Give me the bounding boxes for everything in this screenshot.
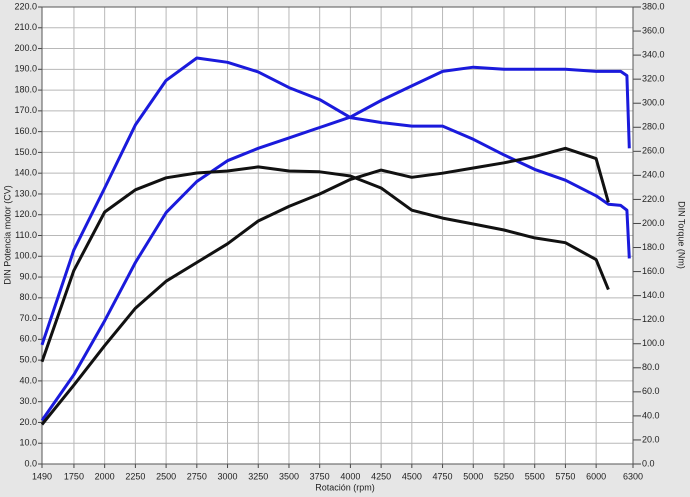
y-tick-label: 160.0 bbox=[14, 126, 37, 136]
y-tick-label: 80.0 bbox=[19, 292, 37, 302]
plot-frame bbox=[41, 6, 634, 465]
y-tick-label: 20.0 bbox=[19, 417, 37, 427]
y2-tick-label: 80.0 bbox=[642, 362, 660, 372]
y-tick-label: 180.0 bbox=[14, 84, 37, 94]
x-tick-label: 1750 bbox=[64, 471, 84, 481]
x-tick-label: 2750 bbox=[187, 471, 207, 481]
y-tick-label: 220.0 bbox=[14, 1, 37, 11]
y-tick-label: 10.0 bbox=[19, 438, 37, 448]
y-tick-label: 50.0 bbox=[19, 355, 37, 365]
y-tick-label: 190.0 bbox=[14, 64, 37, 74]
series-line bbox=[40, 65, 631, 422]
y2-tick-label: 320.0 bbox=[642, 74, 665, 84]
y-tick-label: 200.0 bbox=[14, 43, 37, 53]
y2-tick-label: 140.0 bbox=[642, 290, 665, 300]
y2-tick-label: 340.0 bbox=[642, 49, 665, 59]
y-tick-label: 170.0 bbox=[14, 105, 37, 115]
y-tick-label: 90.0 bbox=[19, 271, 37, 281]
series-line bbox=[40, 146, 610, 426]
y2-axis-label: DIN Torque (Nm) bbox=[677, 201, 687, 269]
y2-tick-label: 180.0 bbox=[642, 242, 665, 252]
x-tick-label: 4500 bbox=[402, 471, 422, 481]
x-tick-label: 2250 bbox=[125, 471, 145, 481]
y2-tick-label: 380.0 bbox=[642, 1, 665, 11]
y2-tick-label: 0.0 bbox=[642, 458, 655, 468]
y-tick-label: 100.0 bbox=[14, 251, 37, 261]
x-tick-label: 2500 bbox=[156, 471, 176, 481]
y-tick-label: 40.0 bbox=[19, 375, 37, 385]
y2-tick-label: 280.0 bbox=[642, 122, 665, 132]
series-line bbox=[40, 56, 631, 346]
series-line bbox=[40, 165, 610, 363]
y-tick-label: 30.0 bbox=[19, 396, 37, 406]
y2-tick-label: 100.0 bbox=[642, 338, 665, 348]
x-tick-label: 4000 bbox=[340, 471, 360, 481]
y2-tick-label: 240.0 bbox=[642, 170, 665, 180]
x-tick-label: 6300 bbox=[623, 471, 643, 481]
y-tick-label: 140.0 bbox=[14, 168, 37, 178]
y-tick-label: 150.0 bbox=[14, 147, 37, 157]
y-tick-label: 110.0 bbox=[15, 230, 37, 240]
y2-tick-label: 200.0 bbox=[642, 218, 665, 228]
y2-tick-label: 120.0 bbox=[642, 314, 665, 324]
y2-tick-label: 220.0 bbox=[642, 194, 665, 204]
y2-tick-label: 260.0 bbox=[642, 146, 665, 156]
y-tick-label: 210.0 bbox=[14, 22, 37, 32]
y2-tick-label: 20.0 bbox=[642, 434, 660, 444]
x-tick-label: 6000 bbox=[586, 471, 606, 481]
x-tick-label: 5000 bbox=[463, 471, 483, 481]
x-tick-label: 5250 bbox=[494, 471, 514, 481]
x-tick-label: 2000 bbox=[95, 471, 115, 481]
x-tick-label: 3250 bbox=[248, 471, 268, 481]
x-tick-label: 3500 bbox=[279, 471, 299, 481]
y-tick-label: 0.0 bbox=[24, 458, 37, 468]
y-tick-label: 120.0 bbox=[14, 209, 37, 219]
y-tick-label: 60.0 bbox=[19, 334, 37, 344]
y-tick-label: 130.0 bbox=[14, 188, 37, 198]
x-tick-label: 4250 bbox=[371, 471, 391, 481]
x-tick-label: 3750 bbox=[310, 471, 330, 481]
x-tick-label: 3000 bbox=[218, 471, 238, 481]
y2-tick-label: 360.0 bbox=[642, 25, 665, 35]
x-tick-label: 5500 bbox=[525, 471, 545, 481]
y2-tick-label: 160.0 bbox=[642, 266, 665, 276]
y2-tick-label: 60.0 bbox=[642, 386, 660, 396]
y-axis-label: DIN Potencia motor (CV) bbox=[2, 185, 12, 285]
x-axis-label: Rotación (rpm) bbox=[315, 482, 375, 492]
x-tick-label: 1490 bbox=[32, 471, 52, 481]
y2-tick-label: 300.0 bbox=[642, 98, 665, 108]
y2-tick-label: 40.0 bbox=[642, 410, 660, 420]
x-tick-label: 4750 bbox=[433, 471, 453, 481]
x-tick-label: 5750 bbox=[555, 471, 575, 481]
y-tick-label: 70.0 bbox=[19, 313, 37, 323]
